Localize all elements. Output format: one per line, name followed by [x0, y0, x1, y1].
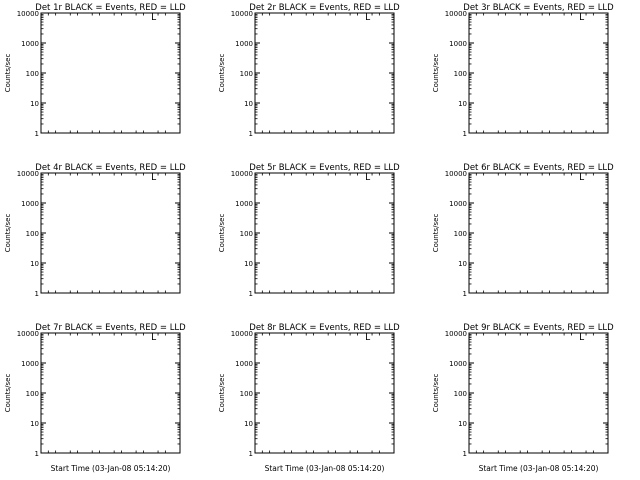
y-tick-label: 100	[454, 70, 467, 78]
plot-frame	[254, 12, 395, 134]
y-tick-label: 1	[35, 290, 39, 298]
x-axis-label: Start Time (03-Jan-08 05:14:20)	[51, 464, 171, 473]
plot-frame	[254, 332, 395, 454]
marker-label: L	[579, 13, 584, 23]
y-axis-label: Counts/sec	[218, 54, 226, 93]
marker-label: L	[579, 173, 584, 183]
panel-title: Det 6r BLACK = Events, RED = LLD	[463, 163, 614, 173]
y-axis-label: Counts/sec	[432, 214, 440, 253]
y-tick-label: 10000	[17, 170, 39, 178]
plot-frame	[468, 12, 609, 134]
y-axis-label: Counts/sec	[4, 214, 12, 253]
y-tick-label: 10	[30, 420, 39, 428]
y-tick-label: 1	[463, 290, 467, 298]
y-tick-label: 10	[30, 260, 39, 268]
y-tick-label: 100	[26, 70, 39, 78]
y-tick-label: 100	[454, 230, 467, 238]
y-axis-label: Counts/sec	[218, 214, 226, 253]
marker-label: L	[579, 333, 584, 343]
y-tick-label: 10	[458, 420, 467, 428]
y-tick-label: 100	[26, 390, 39, 398]
y-tick-label: 1000	[235, 200, 253, 208]
y-tick-label: 10000	[231, 170, 253, 178]
y-tick-label: 1	[249, 290, 253, 298]
x-axis-label: Start Time (03-Jan-08 05:14:20)	[479, 464, 599, 473]
y-axis-label: Counts/sec	[432, 54, 440, 93]
marker-label: L	[151, 173, 156, 183]
y-tick-label: 10000	[17, 10, 39, 18]
y-tick-label: 10000	[231, 10, 253, 18]
y-tick-label: 1	[35, 450, 39, 458]
y-tick-label: 100	[26, 230, 39, 238]
panel-title: Det 3r BLACK = Events, RED = LLD	[463, 3, 614, 13]
plot-frame	[468, 172, 609, 294]
plot-frame	[40, 332, 181, 454]
y-axis-label: Counts/sec	[218, 374, 226, 413]
y-tick-label: 1	[463, 450, 467, 458]
y-tick-label: 1000	[235, 360, 253, 368]
x-axis-label: Start Time (03-Jan-08 05:14:20)	[265, 464, 385, 473]
panel-title: Det 5r BLACK = Events, RED = LLD	[249, 163, 400, 173]
marker-label: L	[365, 333, 370, 343]
marker-label: L	[365, 173, 370, 183]
panel-title: Det 1r BLACK = Events, RED = LLD	[35, 3, 186, 13]
marker-label: L	[151, 13, 156, 23]
y-tick-label: 1000	[21, 200, 39, 208]
marker-label: L	[151, 333, 156, 343]
y-tick-label: 1000	[449, 40, 467, 48]
y-tick-label: 100	[240, 390, 253, 398]
marker-label: L	[365, 13, 370, 23]
y-tick-label: 1000	[235, 40, 253, 48]
plot-frame	[468, 332, 609, 454]
panel-title: Det 8r BLACK = Events, RED = LLD	[249, 323, 400, 333]
y-tick-label: 10000	[445, 10, 467, 18]
y-tick-label: 1000	[21, 360, 39, 368]
panel-title: Det 9r BLACK = Events, RED = LLD	[463, 323, 614, 333]
y-tick-label: 10000	[231, 330, 253, 338]
y-tick-label: 10	[30, 100, 39, 108]
plot-frame	[40, 172, 181, 294]
y-axis-label: Counts/sec	[432, 374, 440, 413]
y-tick-label: 1000	[21, 40, 39, 48]
y-tick-label: 10	[458, 260, 467, 268]
y-tick-label: 10	[244, 260, 253, 268]
panel-title: Det 7r BLACK = Events, RED = LLD	[35, 323, 186, 333]
y-tick-label: 100	[454, 390, 467, 398]
y-tick-label: 1	[35, 130, 39, 138]
plot-frame	[254, 172, 395, 294]
y-tick-label: 10	[244, 100, 253, 108]
y-tick-label: 10000	[17, 330, 39, 338]
y-tick-label: 10000	[445, 330, 467, 338]
y-tick-label: 1000	[449, 360, 467, 368]
plot-frame	[40, 12, 181, 134]
y-axis-label: Counts/sec	[4, 374, 12, 413]
y-axis-label: Counts/sec	[4, 54, 12, 93]
y-tick-label: 10	[244, 420, 253, 428]
y-tick-label: 1000	[449, 200, 467, 208]
panel-title: Det 2r BLACK = Events, RED = LLD	[249, 3, 400, 13]
panel-title: Det 4r BLACK = Events, RED = LLD	[35, 163, 186, 173]
y-tick-label: 100	[240, 230, 253, 238]
y-tick-label: 10000	[445, 170, 467, 178]
y-tick-label: 1	[463, 130, 467, 138]
y-tick-label: 100	[240, 70, 253, 78]
y-tick-label: 10	[458, 100, 467, 108]
y-tick-label: 1	[249, 130, 253, 138]
y-tick-label: 1	[249, 450, 253, 458]
